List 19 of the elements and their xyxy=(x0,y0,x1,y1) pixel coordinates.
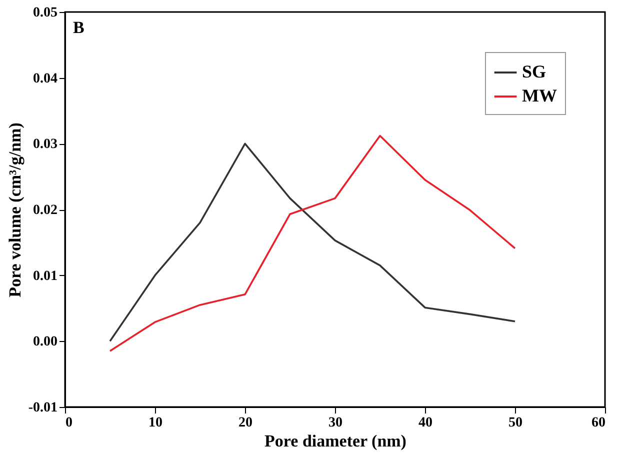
legend-label: MW xyxy=(522,86,557,106)
y-tick-label: 0.03 xyxy=(33,137,58,152)
x-tick-label: 10 xyxy=(148,416,162,430)
y-tick-label: -0.01 xyxy=(28,400,58,416)
x-tick-label: 60 xyxy=(592,416,606,430)
x-axis-title: Pore diameter (nm) xyxy=(264,432,406,450)
x-tick-label: 30 xyxy=(328,416,342,430)
x-tick-label: 50 xyxy=(508,416,522,430)
y-tick-label: 0.05 xyxy=(33,6,58,20)
y-tick-label: 0.00 xyxy=(33,334,58,350)
x-tick-label: 20 xyxy=(238,416,252,430)
y-tick-label: 0.02 xyxy=(33,203,58,218)
x-tick-label: 0 xyxy=(66,416,72,430)
x-tick-label: 40 xyxy=(418,416,432,430)
y-axis-title: Pore volume (cm³/g/nm) xyxy=(5,122,24,298)
y-tick-label: 0.01 xyxy=(33,268,58,284)
annotation: B xyxy=(73,18,84,37)
y-tick-label: 0.04 xyxy=(33,71,58,86)
legend-label: SG xyxy=(522,62,546,82)
